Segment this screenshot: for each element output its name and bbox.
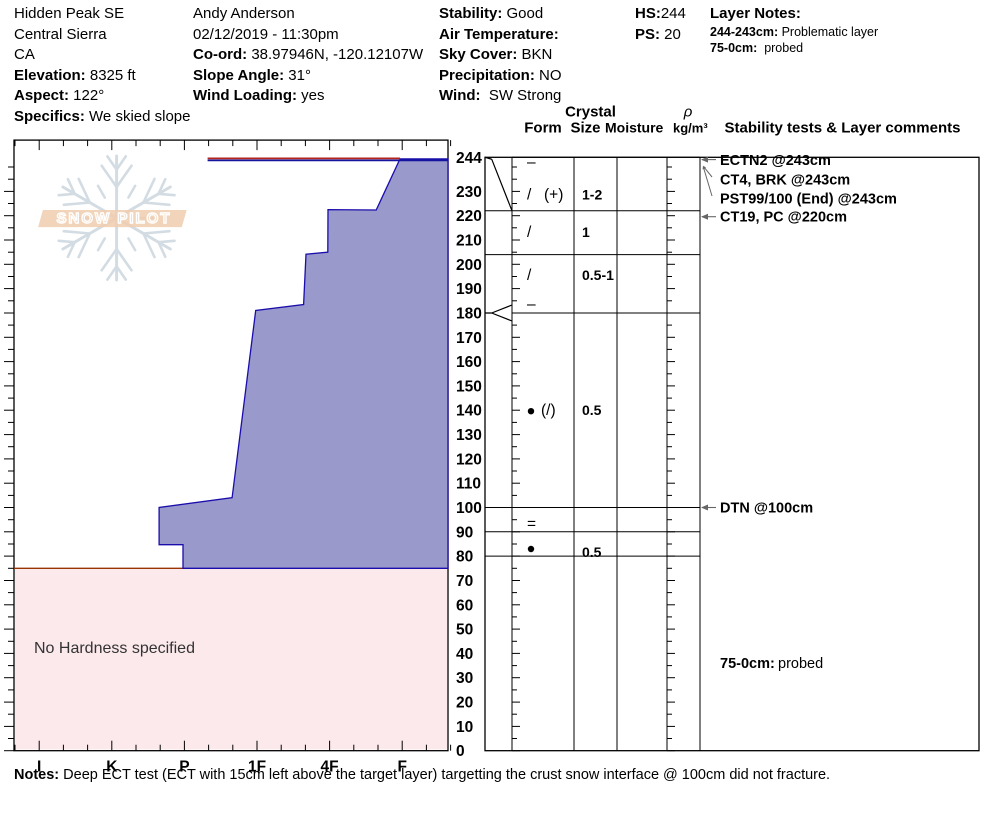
svg-text:Size: Size (570, 119, 600, 136)
svg-text:–: – (527, 296, 536, 313)
svg-text:10: 10 (456, 719, 473, 736)
svg-text:–: – (527, 154, 536, 171)
svg-text:/: / (527, 224, 532, 241)
svg-text:(/): (/) (541, 402, 556, 419)
svg-text:(+): (+) (544, 187, 563, 204)
svg-text:150: 150 (456, 378, 482, 395)
svg-text:1: 1 (582, 224, 590, 240)
svg-text:=: = (527, 516, 536, 533)
svg-text:80: 80 (456, 549, 473, 566)
svg-text:CT19, PC @220cm: CT19, PC @220cm (720, 210, 847, 226)
svg-text:kg/m³: kg/m³ (673, 120, 708, 135)
svg-text:40: 40 (456, 646, 473, 663)
svg-text:180: 180 (456, 306, 482, 323)
svg-text:ECTN2 @243cm: ECTN2 @243cm (720, 153, 831, 169)
svg-text:20: 20 (456, 695, 473, 712)
svg-text:Crystal: Crystal (565, 103, 616, 120)
svg-text:90: 90 (456, 524, 473, 541)
svg-text:110: 110 (456, 476, 481, 493)
svg-text:probed: probed (778, 656, 823, 672)
svg-text:120: 120 (456, 451, 482, 468)
svg-text:/: / (527, 267, 532, 284)
svg-text:PST99/100 (End) @243cm: PST99/100 (End) @243cm (720, 192, 897, 208)
svg-text:210: 210 (456, 233, 482, 250)
svg-text:1-2: 1-2 (582, 187, 602, 203)
svg-text:244: 244 (456, 150, 482, 167)
svg-text:200: 200 (456, 257, 482, 274)
svg-text:130: 130 (456, 427, 482, 444)
svg-text:/: / (527, 187, 532, 204)
svg-text:DTN @100cm: DTN @100cm (720, 501, 813, 517)
svg-text:160: 160 (456, 354, 482, 371)
svg-text:0.5: 0.5 (582, 402, 602, 418)
svg-text:ρ: ρ (683, 103, 693, 120)
svg-text:230: 230 (456, 184, 482, 201)
svg-text:30: 30 (456, 670, 473, 687)
svg-text:50: 50 (456, 622, 473, 639)
svg-text:CT4, BRK @243cm: CT4, BRK @243cm (720, 173, 850, 189)
svg-text:60: 60 (456, 597, 473, 614)
svg-text:100: 100 (456, 500, 482, 517)
svg-text:Moisture: Moisture (605, 119, 664, 135)
svg-text:Form: Form (524, 119, 562, 136)
svg-text:0: 0 (456, 743, 465, 760)
svg-text:190: 190 (456, 281, 482, 298)
svg-text:220: 220 (456, 208, 482, 225)
svg-text:0.5: 0.5 (582, 544, 602, 560)
svg-text:70: 70 (456, 573, 473, 590)
svg-text:0.5-1: 0.5-1 (582, 267, 614, 283)
svg-text:75-0cm:: 75-0cm: (720, 656, 775, 672)
svg-text:Stability tests & Layer commen: Stability tests & Layer comments (725, 119, 961, 136)
svg-text:170: 170 (456, 330, 482, 347)
svg-text:140: 140 (456, 403, 482, 420)
